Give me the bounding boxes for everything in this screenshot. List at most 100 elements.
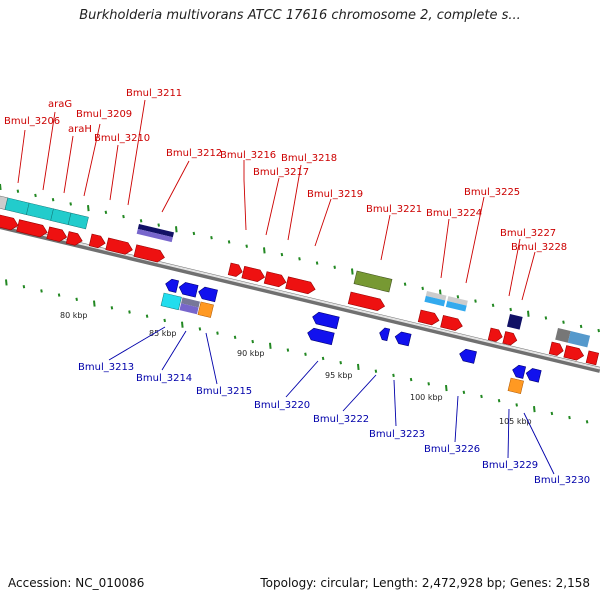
tick-mark: [515, 403, 518, 407]
top-gene-labels[interactable]: Bmul_3206 araG Bmul_3209 araH Bmul_3210 …: [4, 88, 567, 253]
gene-label: Bmul_3214: [136, 373, 192, 384]
tick-mark: [333, 265, 336, 269]
tick-mark: [51, 197, 55, 202]
tick-mark: [198, 327, 202, 331]
tick-mark: [269, 342, 272, 349]
tick-mark: [57, 293, 61, 297]
gene-arrow: [312, 311, 340, 330]
gene-label: Bmul_3227: [500, 228, 556, 239]
reverse-genes[interactable]: [164, 278, 542, 383]
feature-block: [506, 314, 523, 330]
tick-mark: [392, 373, 395, 378]
tick-mark: [462, 390, 466, 394]
gene-label: Bmul_3229: [482, 460, 538, 471]
tick-mark: [145, 314, 149, 318]
feature-block: [424, 291, 468, 312]
tick-mark: [233, 335, 237, 340]
tick-mark: [0, 183, 2, 191]
tick-mark: [110, 306, 114, 310]
tick-mark: [527, 310, 530, 317]
feature-block: [136, 224, 175, 243]
tick-mark: [409, 377, 413, 382]
feature-blocks[interactable]: [0, 195, 591, 348]
gene-arrow: [88, 233, 165, 263]
feature-block: [507, 377, 524, 394]
tick-mark: [298, 257, 301, 261]
tick-mark: [456, 295, 460, 299]
tick-mark: [321, 356, 325, 361]
gene-label: Bmul_3219: [307, 189, 363, 200]
gene-arrow: [0, 214, 83, 246]
tick-mark: [16, 189, 20, 193]
tick-mark: [497, 399, 501, 403]
tick-mark: [87, 205, 90, 212]
gene-label: Bmul_3226: [424, 444, 480, 455]
tick-mark: [597, 328, 600, 333]
gene-arrow: [227, 262, 316, 295]
scale-label: 95 kbp: [325, 371, 353, 380]
gene-label: araH: [68, 124, 92, 135]
tick-mark: [192, 231, 196, 236]
genome-backbone: [0, 223, 600, 373]
tick-mark: [427, 382, 430, 386]
gene-label: Bmul_3206: [4, 116, 60, 127]
gene-label: Bmul_3224: [426, 208, 482, 219]
tick-mark: [69, 202, 72, 206]
tick-mark: [216, 331, 219, 335]
tick-mark: [445, 384, 448, 392]
tick-mark: [34, 193, 37, 198]
tick-mark: [357, 363, 360, 371]
tick-mark: [585, 420, 589, 424]
tick-mark: [550, 411, 554, 416]
tick-mark: [104, 210, 108, 215]
gene-label: Bmul_3211: [126, 88, 182, 99]
forward-genes[interactable]: [0, 214, 600, 366]
map-title: Burkholderia multivorans ATCC 17616 chro…: [79, 8, 521, 23]
tick-mark: [128, 310, 131, 314]
gene-label: Bmul_3230: [534, 475, 590, 486]
tick-mark: [286, 348, 290, 352]
gene-label: Bmul_3217: [253, 167, 309, 178]
gene-label: Bmul_3215: [196, 386, 252, 397]
scale-label: 105 kbp: [499, 417, 532, 426]
gene-arrow: [347, 291, 386, 311]
tick-mark: [40, 289, 43, 293]
gene-arrow: [307, 327, 335, 346]
accession-text: Accession: NC_010086: [8, 576, 145, 590]
tick-mark: [544, 316, 548, 320]
tick-mark: [139, 219, 143, 223]
scale-label: 100 kbp: [410, 393, 443, 402]
feature-block: [160, 292, 214, 318]
tick-mark: [509, 307, 512, 312]
tick-mark: [339, 360, 342, 365]
tick-mark: [22, 284, 26, 289]
feature-block: [0, 195, 89, 230]
gene-label: Bmul_3228: [511, 242, 567, 253]
bottom-gene-labels[interactable]: Bmul_3213 Bmul_3214 Bmul_3215 Bmul_3220 …: [78, 362, 590, 486]
tick-mark: [175, 226, 178, 233]
tick-rows: [0, 183, 600, 424]
tick-mark: [315, 261, 319, 265]
tick-mark: [122, 214, 125, 219]
tick-mark: [157, 223, 160, 227]
feature-block: [353, 270, 393, 293]
gene-arrow: [379, 327, 412, 347]
gene-label: Bmul_3210: [94, 133, 150, 144]
reverse-feature-blocks[interactable]: [160, 292, 524, 394]
gene-label: araG: [48, 99, 72, 110]
gene-arrow: [512, 364, 542, 383]
scale-labels: 80 kbp 85 kbp 90 kbp 95 kbp 100 kbp 105 …: [60, 311, 532, 426]
gene-label: Bmul_3223: [369, 429, 425, 440]
tick-mark: [245, 244, 248, 248]
gene-label: Bmul_3225: [464, 187, 520, 198]
gene-arrow: [459, 348, 477, 364]
gene-arrow: [417, 309, 463, 331]
tick-mark: [181, 321, 184, 328]
tick-mark: [93, 300, 96, 307]
tick-mark: [562, 320, 565, 324]
tick-mark: [75, 297, 78, 302]
gene-label: Bmul_3216: [220, 150, 276, 161]
gene-label: Bmul_3213: [78, 362, 134, 373]
scale-label: 90 kbp: [237, 349, 265, 358]
